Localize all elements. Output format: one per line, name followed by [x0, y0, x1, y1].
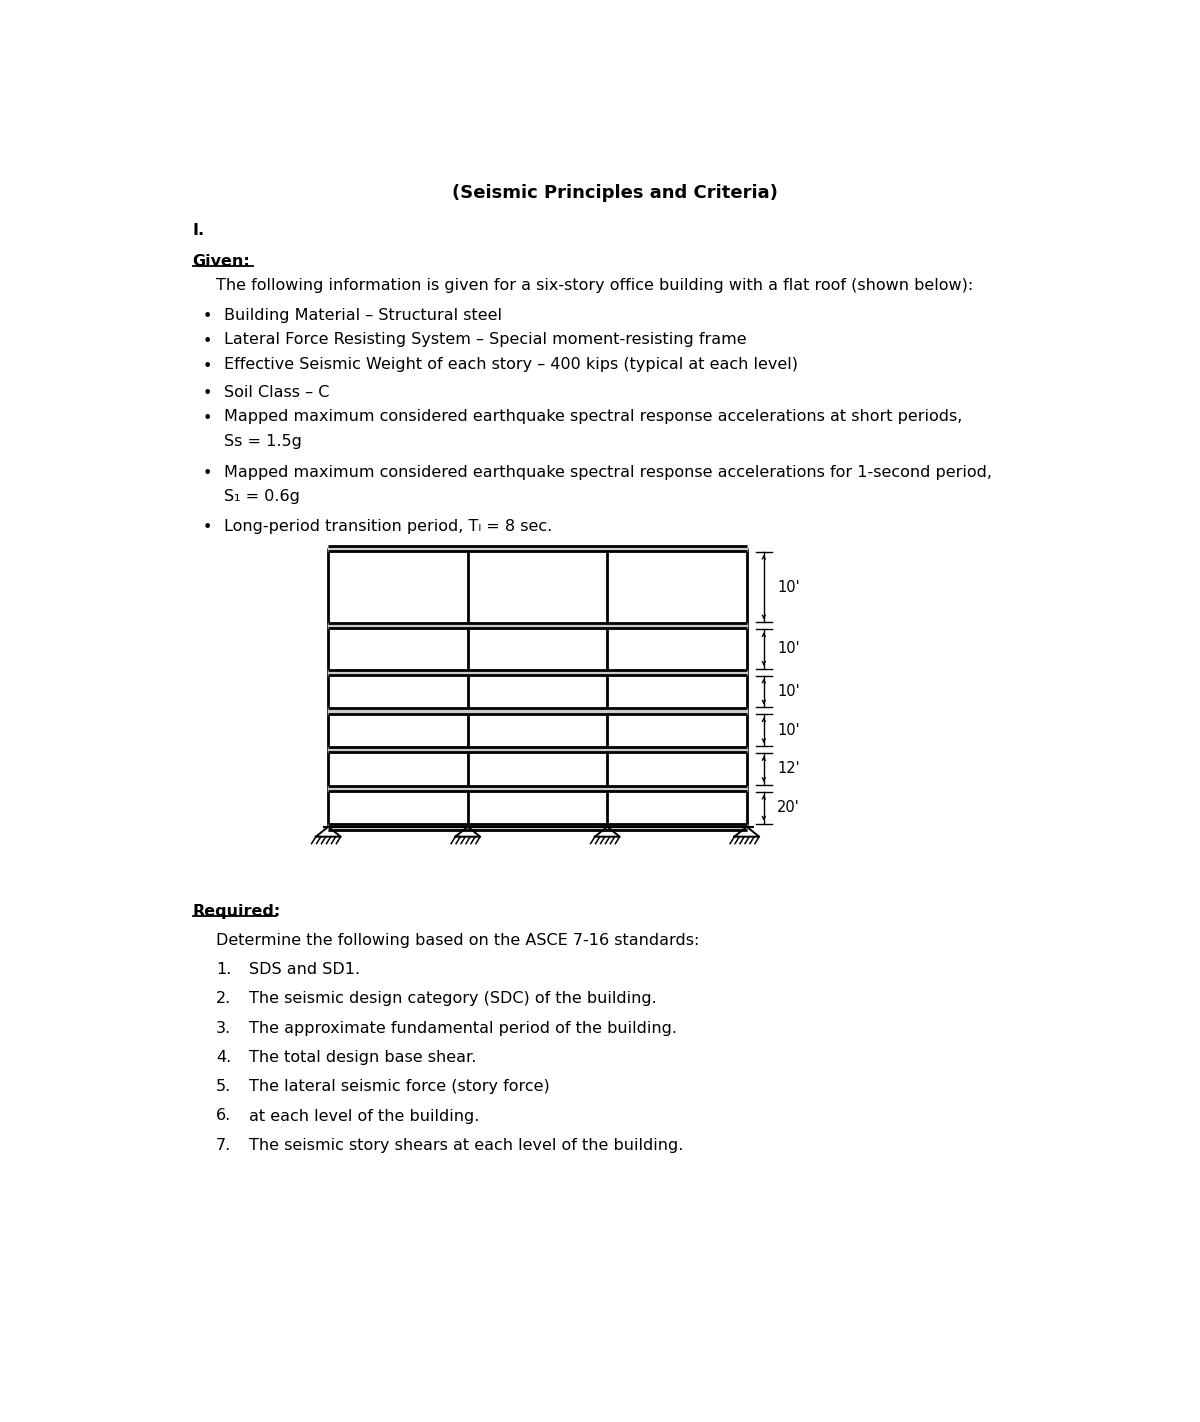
Text: •: • — [203, 387, 212, 401]
Text: The seismic story shears at each level of the building.: The seismic story shears at each level o… — [250, 1138, 684, 1153]
Text: •: • — [203, 309, 212, 324]
Text: 5.: 5. — [216, 1079, 232, 1095]
Text: 20': 20' — [776, 801, 799, 815]
Text: SDS and SD1.: SDS and SD1. — [250, 963, 360, 977]
Text: The total design base shear.: The total design base shear. — [250, 1049, 476, 1065]
Text: 1.: 1. — [216, 963, 232, 977]
Text: 7.: 7. — [216, 1138, 232, 1153]
Text: 6.: 6. — [216, 1109, 232, 1123]
Text: Required:: Required: — [193, 903, 281, 919]
Text: 4.: 4. — [216, 1049, 232, 1065]
Text: •: • — [203, 520, 212, 535]
Text: (Seismic Principles and Criteria): (Seismic Principles and Criteria) — [452, 185, 778, 202]
Text: Effective Seismic Weight of each story – 400 kips (typical at each level): Effective Seismic Weight of each story –… — [223, 357, 798, 373]
Text: The lateral seismic force (story force): The lateral seismic force (story force) — [250, 1079, 550, 1095]
Text: Determine the following based on the ASCE 7-16 standards:: Determine the following based on the ASC… — [216, 933, 700, 948]
Text: 3.: 3. — [216, 1021, 230, 1035]
Text: Ss = 1.5g: Ss = 1.5g — [223, 434, 301, 449]
Text: •: • — [203, 411, 212, 425]
Text: 10': 10' — [776, 722, 799, 738]
Text: Soil Class – C: Soil Class – C — [223, 385, 329, 400]
Text: The seismic design category (SDC) of the building.: The seismic design category (SDC) of the… — [250, 991, 656, 1007]
Text: Given:: Given: — [193, 253, 251, 269]
Text: 2.: 2. — [216, 991, 232, 1007]
Text: at each level of the building.: at each level of the building. — [250, 1109, 480, 1123]
Text: 10': 10' — [776, 641, 799, 657]
Text: 12': 12' — [776, 762, 799, 776]
Text: Lateral Force Resisting System – Special moment-resisting frame: Lateral Force Resisting System – Special… — [223, 333, 746, 347]
Text: Mapped maximum considered earthquake spectral response accelerations at short pe: Mapped maximum considered earthquake spe… — [223, 410, 962, 424]
Text: 10': 10' — [776, 580, 799, 594]
Text: •: • — [203, 358, 212, 374]
Text: Building Material – Structural steel: Building Material – Structural steel — [223, 307, 502, 323]
Text: •: • — [203, 334, 212, 348]
Text: Long-period transition period, Tₗ = 8 sec.: Long-period transition period, Tₗ = 8 se… — [223, 519, 552, 533]
Text: •: • — [203, 466, 212, 481]
Text: Mapped maximum considered earthquake spectral response accelerations for 1-secon: Mapped maximum considered earthquake spe… — [223, 465, 991, 479]
Text: S₁ = 0.6g: S₁ = 0.6g — [223, 489, 300, 505]
Text: I.: I. — [193, 223, 205, 237]
Text: The following information is given for a six-story office building with a flat r: The following information is given for a… — [216, 279, 973, 293]
Text: 10': 10' — [776, 684, 799, 700]
Text: The approximate fundamental period of the building.: The approximate fundamental period of th… — [250, 1021, 677, 1035]
